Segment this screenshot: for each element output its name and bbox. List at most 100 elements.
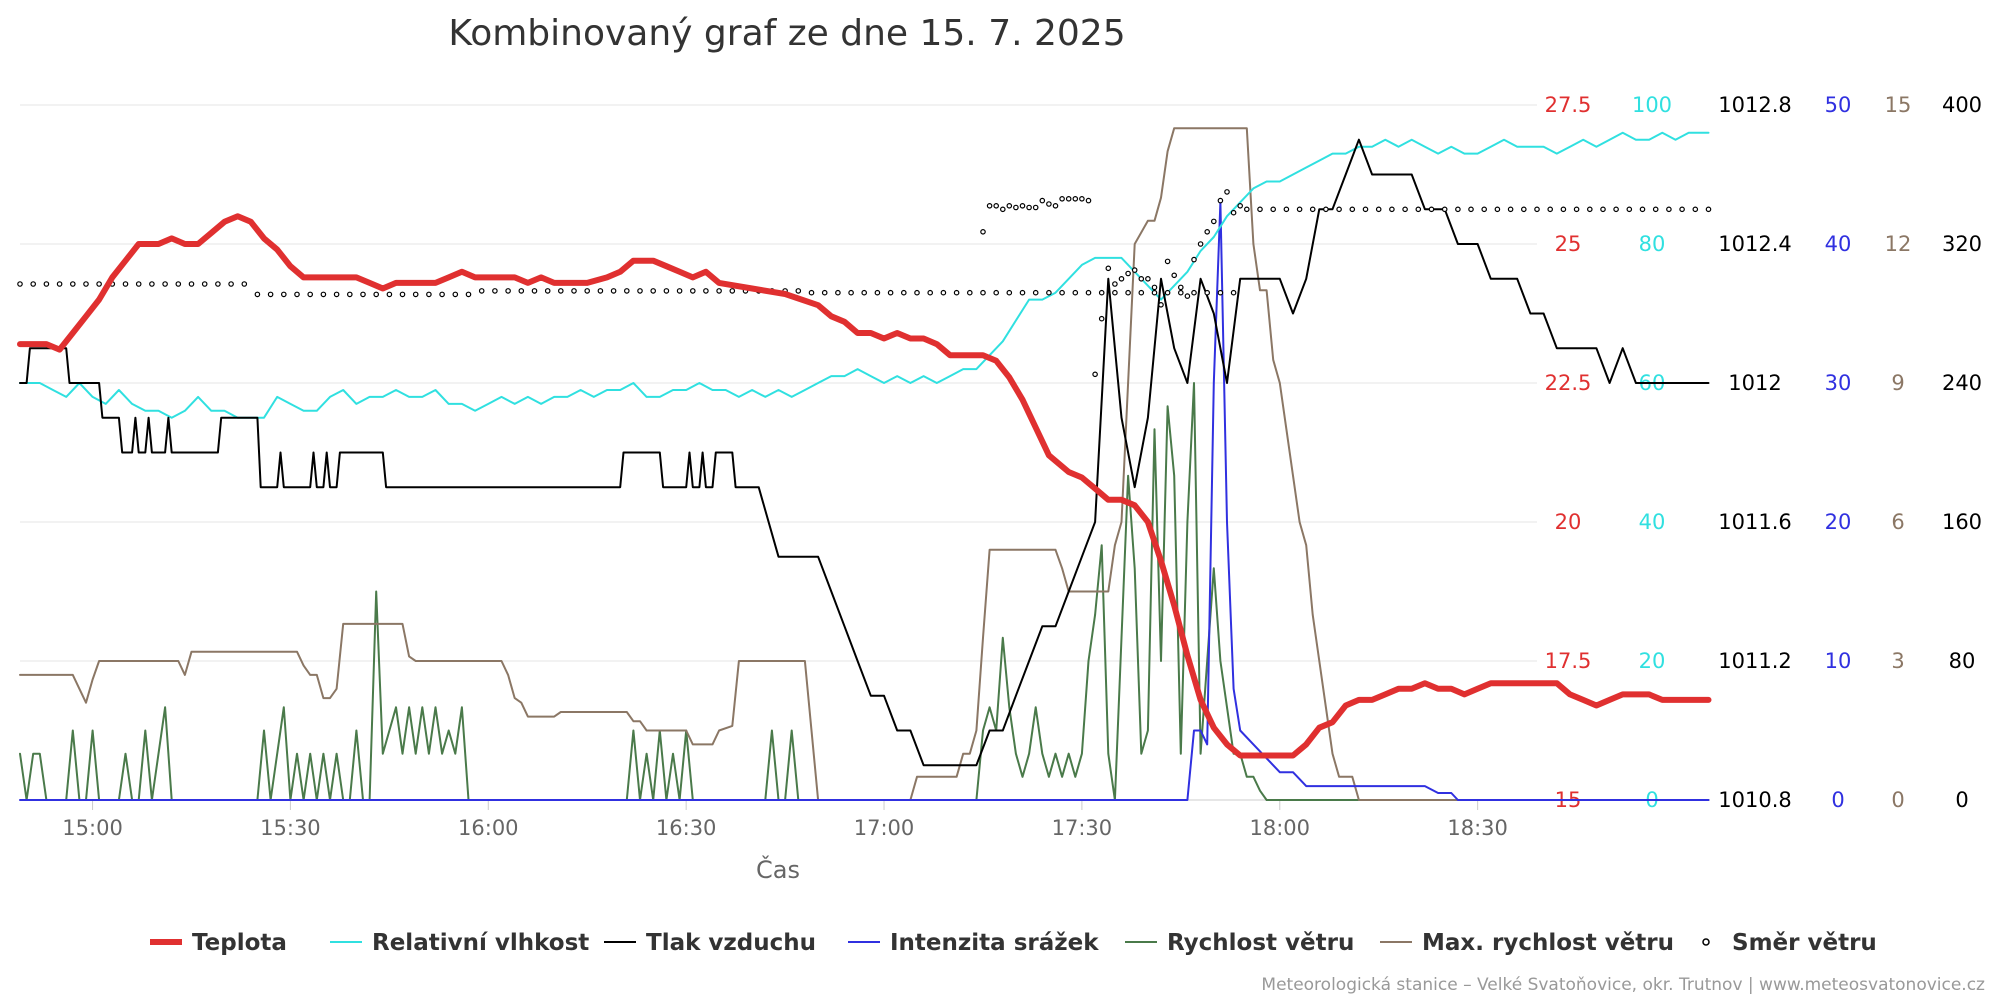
dir-axis-tick: 320 [1942,232,1982,256]
legend-item[interactable]: Relativní vlhkost [330,930,589,956]
wind-direction-point [1138,275,1145,282]
wind-direction-point [1197,241,1204,247]
wind-direction-point [1112,289,1118,296]
legend-label[interactable]: Max. rychlost větru [1422,930,1674,956]
legend-label[interactable]: Směr větru [1732,930,1877,956]
wind-direction-point [228,281,234,287]
wind-direction-point [1507,206,1514,213]
wind-direction-point [544,288,551,294]
wind-direction-point [373,291,380,298]
wind-direction-point [1131,267,1138,273]
legend-item[interactable]: Rychlost větru [1125,930,1354,956]
wind-direction-point [1705,206,1712,213]
dir-axis-tick: 400 [1942,93,1982,117]
wind-direction-point [1296,206,1303,213]
gust-axis-tick: 6 [1891,510,1904,534]
wind-direction-point [703,288,709,294]
plot-area [17,127,1712,801]
wind-direction-point [927,289,934,296]
wind-direction-point [122,281,129,287]
wind-direction-point [241,281,248,287]
press-axis-tick: 1011.6 [1718,510,1791,534]
wind-direction-point [1046,201,1052,207]
wind-direction-point [821,289,828,296]
wind-direction-point [1224,189,1230,195]
legend-label[interactable]: Rychlost větru [1167,930,1354,956]
temp-axis-tick: 22.5 [1545,371,1592,395]
wind-direction-point [914,289,920,296]
wind-direction-point [1375,206,1382,213]
wind-direction-point [1112,281,1118,287]
wind-direction-point [1079,196,1085,202]
dir-axis-tick: 160 [1942,510,1982,534]
wind-direction-point [1468,206,1474,213]
wind-direction-point [900,289,907,296]
legend-label[interactable]: Teplota [192,930,287,956]
wind-direction-point [1006,203,1013,209]
wind-direction-point [1587,206,1593,213]
legend-label[interactable]: Tlak vzduchu [646,930,816,956]
x-tick-label: 18:30 [1447,816,1508,840]
wind-direction-point [1679,206,1685,213]
wind-direction-point [1323,206,1329,213]
dir-axis-tick: 80 [1949,649,1976,673]
wind-direction-point [1204,229,1211,235]
wind-direction-point [861,289,868,296]
wind-direction-point [1072,289,1079,296]
wind-direction-point [835,289,841,296]
wind-direction-point [1230,209,1237,216]
wind-direction-point [1692,206,1699,213]
wind-direction-point [1052,203,1059,209]
x-tick-label: 16:30 [656,816,717,840]
legend-item[interactable]: Směr větru [1702,930,1877,956]
wind-direction-point [1125,289,1131,296]
wind-direction-point [557,288,564,294]
wind-direction-point [1600,206,1606,213]
wind-direction-point [689,288,696,294]
wind-direction-point [1151,284,1158,291]
press-axis-tick: 1012.8 [1718,93,1791,117]
wind-direction-point [1547,206,1554,213]
wind-direction-point [1402,206,1408,213]
temp-axis-tick: 20 [1555,510,1582,534]
wind-direction-point [663,288,670,294]
wind-direction-point [1652,206,1659,213]
wind-direction-point [887,289,894,296]
wind-direction-point [478,288,485,294]
wind-direction-point [1006,289,1013,296]
temp-axis-tick: 17.5 [1545,649,1592,673]
wind-direction-point [1085,289,1092,296]
wind-direction-point [999,206,1006,213]
legend-item[interactable]: Intenzita srážek [848,930,1099,956]
legend-item[interactable]: Max. rychlost větru [1380,930,1674,956]
wind-direction-point [1046,289,1052,296]
wind-direction-point [795,288,802,294]
wind-direction-point [584,288,591,294]
legend-item[interactable]: Tlak vzduchu [604,930,816,956]
wind-direction-point [1211,218,1217,225]
wind-direction-point [439,291,445,298]
wind-direction-point [1521,206,1527,213]
wind-direction-point [1072,196,1079,202]
wind-direction-point [518,288,525,294]
x-tick-label: 18:00 [1250,816,1311,840]
wind-direction-point [215,281,221,287]
wind-direction-point [980,289,986,296]
wind-direction-point [43,281,50,287]
x-tick-label: 17:00 [854,816,915,840]
wind-direction-point [1428,206,1435,213]
legend-label[interactable]: Relativní vlhkost [372,930,589,956]
wind-direction-point [1441,206,1448,213]
wind-direction-point [346,291,353,298]
wind-direction-point [610,288,617,294]
wind-direction-point [1639,206,1646,213]
wind-direction-point [1217,197,1224,204]
gust-axis-tick: 0 [1891,788,1904,812]
legend-label[interactable]: Intenzita srážek [890,930,1099,956]
wind-direction-point [452,291,459,298]
legend-item[interactable]: Teplota [150,930,287,956]
wind-direction-point [676,288,683,294]
legend[interactable]: Teplota Relativní vlhkost Tlak vzduchu Inte… [150,930,1877,956]
chart-credit[interactable]: Meteorologická stanice – Velké Svatoňovi… [1261,975,1985,995]
